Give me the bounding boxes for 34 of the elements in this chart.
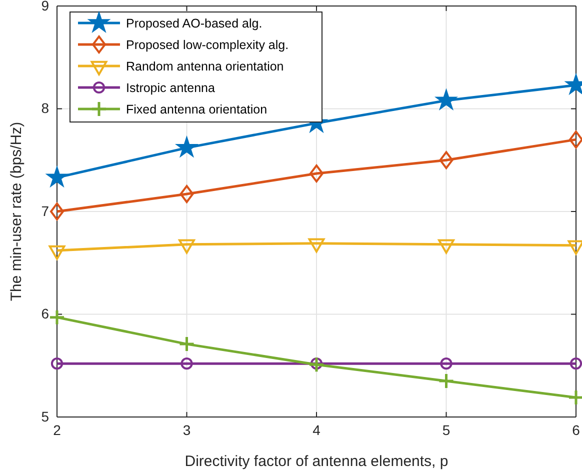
y-tick-label: 6 xyxy=(41,306,50,322)
legend-label: Random antenna orientation xyxy=(126,60,284,74)
x-tick-label: 6 xyxy=(572,422,580,438)
point xyxy=(310,358,323,370)
x-tick-label: 3 xyxy=(182,422,191,438)
point xyxy=(440,358,452,370)
point xyxy=(569,130,582,149)
point xyxy=(176,136,198,157)
point xyxy=(439,151,454,170)
point xyxy=(436,89,457,110)
y-tick-label: 9 xyxy=(41,0,50,14)
legend-label: Istropic antenna xyxy=(126,81,215,95)
point xyxy=(178,336,195,352)
point xyxy=(570,358,582,370)
legend-label: Fixed antenna orientation xyxy=(126,102,268,116)
point xyxy=(50,202,64,220)
point xyxy=(308,356,325,373)
point xyxy=(48,309,66,326)
point xyxy=(310,164,324,182)
y-tick-label: 5 xyxy=(41,408,50,424)
point xyxy=(180,185,194,204)
x-tick-label: 5 xyxy=(442,422,450,438)
y-tick-label: 8 xyxy=(41,100,50,116)
point xyxy=(180,358,193,370)
y-tick-label: 7 xyxy=(41,202,50,219)
point xyxy=(46,166,68,187)
y-axis-title: The min-user rate (bps/Hz) xyxy=(8,122,25,302)
x-axis-title: Directivity factor of antenna elements, p xyxy=(184,453,448,470)
x-tick-label: 4 xyxy=(312,422,321,438)
point xyxy=(438,372,454,390)
x-tick-label: 2 xyxy=(53,422,62,438)
legend-label: Proposed AO-based alg. xyxy=(126,16,262,30)
point xyxy=(50,358,64,370)
legend-label: Proposed low-complexity alg. xyxy=(126,38,289,52)
